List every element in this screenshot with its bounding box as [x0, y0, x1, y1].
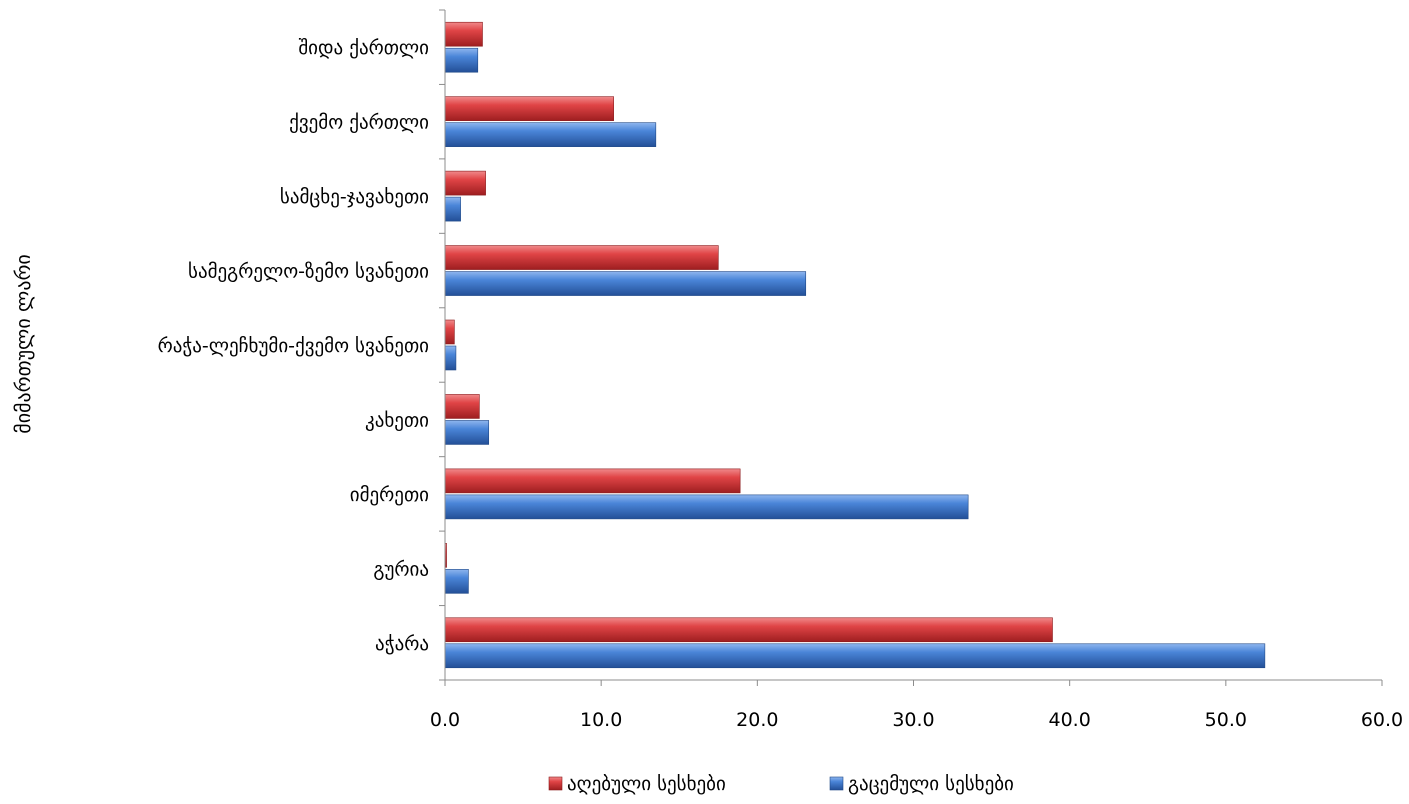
bar-taken-4 — [444, 319, 455, 345]
bar-taken-6 — [444, 170, 486, 196]
x-tick-label: 30.0 — [892, 709, 934, 731]
bar-issued-3 — [444, 420, 490, 445]
plot-area — [444, 21, 1266, 669]
bar-taken-2 — [444, 468, 741, 494]
legend: აღებული სესხები გაცემული სესხები — [548, 773, 1014, 795]
x-tick-label: 50.0 — [1205, 709, 1247, 731]
category-label: ქვემო ქართლი — [289, 112, 429, 134]
legend-label: აღებული სესხები — [567, 773, 726, 795]
bar-issued-0 — [444, 643, 1266, 669]
bar-taken-7 — [444, 96, 614, 121]
x-tick-label: 0.0 — [430, 709, 460, 731]
bar-taken-8 — [444, 21, 483, 47]
x-tick-label: 40.0 — [1049, 709, 1091, 731]
y-axis-title: მიმართული ლარი — [11, 254, 35, 434]
category-label: სამცხე-ჯავახეთი — [280, 186, 429, 208]
category-label: იმერეთი — [350, 484, 429, 506]
bar-issued-7 — [444, 122, 657, 147]
category-label: სამეგრელო-ზემო სვანეთი — [188, 261, 429, 283]
bar-issued-5 — [444, 271, 807, 296]
category-label: კახეთი — [365, 409, 429, 431]
category-label: შიდა ქართლი — [298, 37, 429, 59]
bar-taken-3 — [444, 394, 480, 419]
legend-swatch — [548, 776, 563, 791]
bar-issued-6 — [444, 196, 461, 222]
legend-swatch — [829, 776, 844, 791]
bar-issued-4 — [444, 345, 457, 371]
category-label: რაჭა-ლეჩხუმი-ქვემო სვანეთი — [158, 335, 429, 357]
bar-taken-0 — [444, 617, 1053, 643]
legend-label: გაცემული სესხები — [848, 773, 1014, 795]
x-tick-label: 60.0 — [1361, 709, 1403, 731]
category-label: გურია — [373, 558, 429, 580]
category-label: აჭარა — [375, 633, 429, 655]
bar-taken-5 — [444, 245, 719, 270]
bar-issued-1 — [444, 569, 469, 594]
axes: აჭარა გურია იმერეთი კახეთი რაჭა-ლეჩხუმი-ქვემ… — [158, 9, 1403, 731]
x-tick-label: 10.0 — [580, 709, 622, 731]
x-tick-label: 20.0 — [736, 709, 778, 731]
bar-issued-2 — [444, 494, 969, 520]
bar-issued-8 — [444, 47, 479, 73]
